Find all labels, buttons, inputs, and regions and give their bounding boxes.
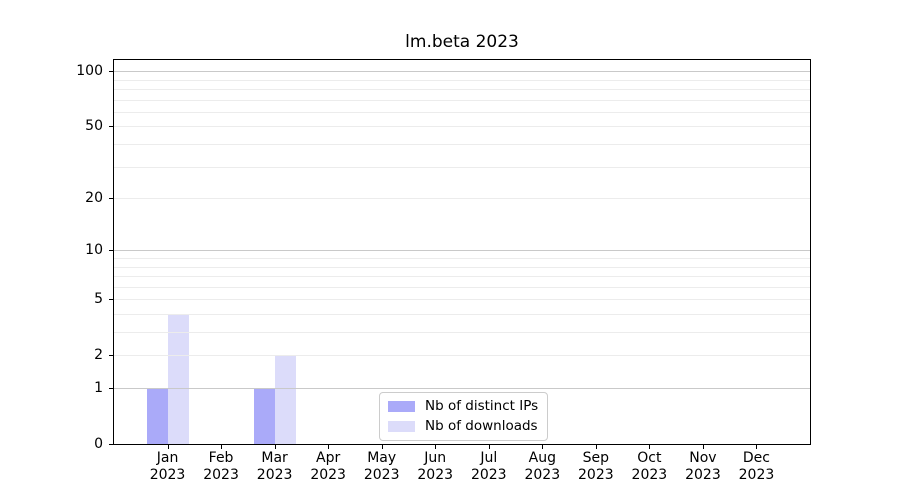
legend-item-downloads: Nb of downloads (388, 418, 538, 434)
legend-swatch-downloads (388, 420, 415, 432)
minor-gridline-y-60 (114, 111, 810, 113)
x-tick-aug (542, 445, 544, 449)
y-tick-2 (109, 355, 113, 357)
x-tick-label-year-may: 2023 (363, 467, 400, 483)
minor-gridline-y-8 (114, 266, 810, 268)
chart-title: lm.beta 2023 (405, 32, 519, 52)
x-tick-label-year-dec: 2023 (738, 467, 775, 483)
major-gridline-y-10 (114, 250, 810, 252)
x-tick-feb (221, 445, 223, 449)
x-tick-label-year-nov: 2023 (685, 467, 721, 483)
x-tick-label-month-feb: Feb (208, 450, 234, 466)
x-tick-label-month-oct: Oct (637, 450, 662, 466)
minor-gridline-y-4 (114, 313, 810, 315)
y-tick-label-5: 5 (94, 291, 103, 308)
y-tick-50 (109, 126, 113, 128)
x-tick-label-year-jan: 2023 (149, 467, 186, 483)
y-tick-label-20: 20 (85, 190, 103, 207)
minor-gridline-y-50 (114, 126, 810, 128)
y-tick-label-100: 100 (76, 63, 103, 80)
x-tick-label-year-jul: 2023 (470, 467, 507, 483)
x-tick-label-month-may: May (367, 450, 397, 466)
x-tick-label-month-jan: Jan (156, 450, 179, 466)
x-tick-label-year-apr: 2023 (310, 467, 346, 483)
minor-gridline-y-5 (114, 299, 810, 301)
legend-item-distinct-ips: Nb of distinct IPs (388, 398, 538, 414)
legend: Nb of distinct IPs Nb of downloads (379, 392, 549, 441)
minor-gridline-y-90 (114, 79, 810, 81)
x-tick-label-year-mar: 2023 (256, 467, 293, 483)
x-tick-nov (702, 445, 704, 449)
minor-gridline-y-6 (114, 286, 810, 288)
y-tick-1 (109, 388, 113, 389)
bar-downloads-mar (274, 355, 296, 444)
minor-gridline-y-70 (114, 99, 810, 101)
x-tick-label-year-sep: 2023 (578, 467, 614, 483)
x-tick-label-month-apr: Apr (316, 450, 341, 466)
x-tick-label-month-dec: Dec (742, 450, 770, 466)
x-tick-oct (649, 445, 651, 449)
y-tick-0 (109, 444, 113, 445)
y-tick-20 (109, 198, 113, 200)
x-tick-jan (167, 445, 169, 449)
y-tick-10 (109, 250, 113, 252)
x-tick-label-month-jul: Jul (480, 450, 498, 466)
x-tick-mar (274, 445, 276, 449)
x-tick-label-month-sep: Sep (582, 450, 610, 466)
x-tick-label-month-jun: Jun (424, 450, 447, 466)
major-gridline-y-1 (114, 388, 810, 389)
minor-gridline-y-7 (114, 276, 810, 278)
bar-downloads-jan (167, 314, 189, 444)
y-tick-100 (109, 71, 113, 73)
x-tick-dec (756, 445, 758, 449)
x-tick-label-year-feb: 2023 (203, 467, 239, 483)
minor-gridline-y-80 (114, 89, 810, 90)
x-tick-jul (488, 445, 490, 449)
bar-distinct-ips-jan (146, 388, 168, 444)
minor-gridline-y-40 (114, 144, 810, 145)
minor-gridline-y-3 (114, 332, 810, 333)
legend-swatch-distinct-ips (388, 400, 415, 412)
minor-gridline-y-20 (114, 198, 810, 200)
y-tick-label-1: 1 (94, 380, 103, 396)
x-tick-label-month-aug: Aug (528, 450, 556, 466)
y-tick-label-10: 10 (85, 242, 103, 259)
legend-label-distinct-ips: Nb of distinct IPs (425, 398, 539, 414)
y-tick-5 (109, 299, 113, 301)
y-tick-label-2: 2 (94, 347, 103, 364)
plot-area (113, 59, 811, 445)
bar-distinct-ips-mar (253, 388, 275, 444)
x-tick-jun (435, 445, 437, 449)
major-gridline-y-100 (114, 71, 810, 73)
x-tick-sep (595, 445, 597, 449)
y-tick-label-0: 0 (94, 436, 103, 452)
minor-gridline-y-30 (114, 166, 810, 168)
x-tick-may (381, 445, 383, 449)
x-tick-label-month-nov: Nov (689, 450, 717, 466)
x-tick-label-year-aug: 2023 (524, 467, 561, 483)
minor-gridline-y-2 (114, 355, 810, 357)
x-tick-apr (328, 445, 330, 449)
x-tick-label-month-mar: Mar (261, 450, 288, 466)
legend-label-downloads: Nb of downloads (425, 418, 538, 434)
x-tick-label-year-jun: 2023 (417, 467, 454, 483)
x-tick-label-year-oct: 2023 (631, 467, 668, 483)
minor-gridline-y-9 (114, 257, 810, 259)
y-tick-label-50: 50 (85, 118, 103, 135)
